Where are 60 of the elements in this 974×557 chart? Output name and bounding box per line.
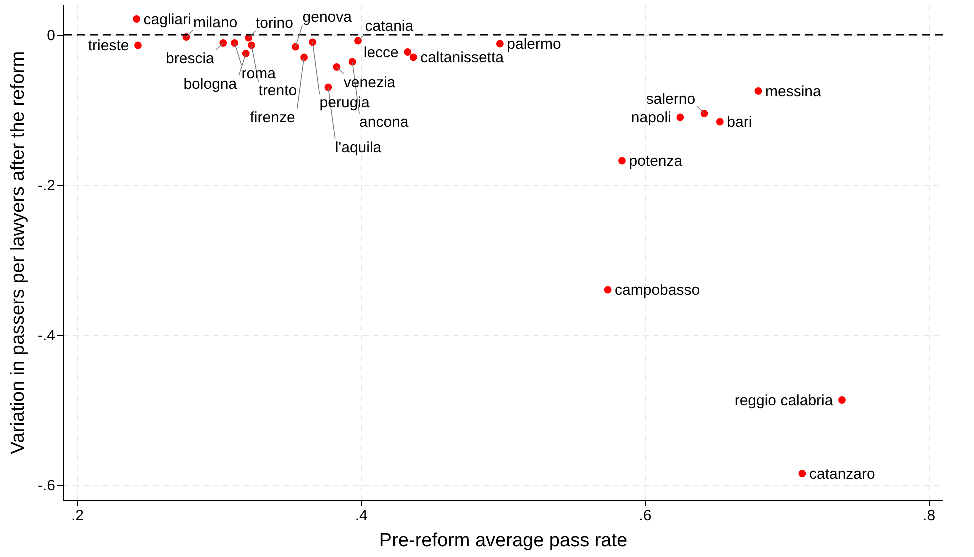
point [410,54,418,62]
point [231,40,238,47]
point [333,64,341,71]
point [496,40,504,48]
annotation: genova [302,9,353,26]
y-tick-label: -.4 [38,328,56,344]
point [133,16,141,23]
x-tick-label: .8 [923,508,936,524]
annotation: perugia [320,94,371,112]
point [700,110,708,118]
point [676,114,684,122]
point [324,84,332,92]
point [134,42,142,50]
point [754,88,762,95]
y-axis-title: Variation in passers per lawyers after the reform [8,51,29,455]
y-tick-label: -.6 [38,478,56,494]
annotation: palermo [507,36,562,53]
point [838,396,846,404]
y-tick-label: 0 [47,28,56,44]
y-tick-label: -.2 [38,178,56,194]
point [242,50,250,58]
x-tick-label: .6 [639,508,652,524]
annotation: catania [365,18,414,35]
x-tick-label: .2 [71,508,84,524]
point [248,42,256,50]
annotation: messina [765,83,822,100]
x-axis-title: Pre-reform average pass rate [379,530,628,552]
annotation: torino [256,15,294,32]
annotation: ancona [360,114,410,131]
annotation: venezia [344,74,396,92]
annotation: napoli [631,110,672,126]
point [300,54,308,62]
point [604,286,612,294]
point [348,58,356,66]
annotation: roma [242,65,277,82]
annotation: salerno [646,90,696,108]
annotation: milano [193,14,238,32]
annotation: trieste [88,38,130,54]
annotation: firenze [250,110,296,126]
annotation: lecce [364,44,399,62]
annotation: caltanissetta [420,50,505,66]
point [354,37,362,45]
annotation: reggio calabria [734,392,834,410]
point [618,157,626,165]
x-tick-label: .4 [355,508,368,524]
annotation: l'aquila [335,140,382,156]
annotation: potenza [629,153,684,170]
point [309,38,317,46]
annotation: trento [258,82,298,100]
point [292,43,300,51]
point [404,48,412,56]
annotation: bari [727,114,752,131]
annotation: catanzaro [809,466,876,483]
point [798,470,806,478]
annotation: brescia [166,50,216,68]
annotation: bologna [184,76,238,93]
point [220,40,228,47]
point [716,118,724,126]
annotation: cagliari [144,11,192,28]
annotation: campobasso [615,282,700,299]
